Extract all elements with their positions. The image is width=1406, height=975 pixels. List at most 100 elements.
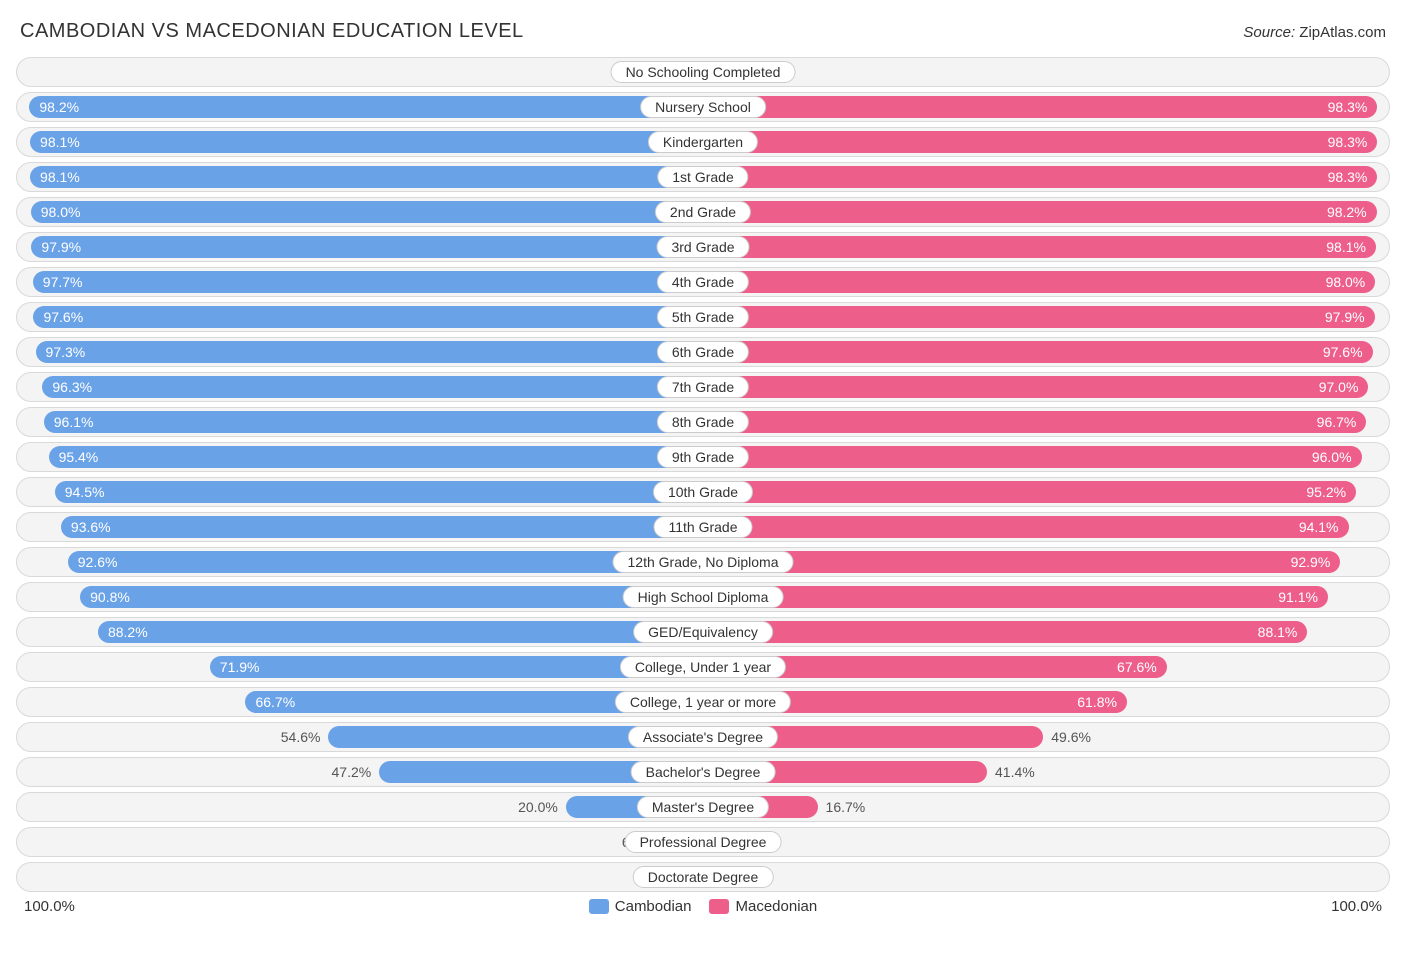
bar-left: 90.8% xyxy=(80,586,703,608)
chart-source: Source: ZipAtlas.com xyxy=(1243,24,1386,41)
category-label: 7th Grade xyxy=(657,376,749,398)
category-label: Bachelor's Degree xyxy=(631,761,776,783)
bar-value-left: 66.7% xyxy=(255,694,295,710)
chart-row: 6.0%4.8%Professional Degree xyxy=(16,827,1390,857)
bar-right: 97.9% xyxy=(703,306,1375,328)
bar-value-right: 95.2% xyxy=(1306,484,1346,500)
bar-right: 98.3% xyxy=(703,96,1377,118)
category-label: 12th Grade, No Diploma xyxy=(613,551,794,573)
chart-row: 95.4% 96.0% 9th Grade xyxy=(16,442,1390,472)
bar-value-right: 98.3% xyxy=(1328,134,1368,150)
bar-left: 96.3% xyxy=(42,376,703,398)
bar-value-right: 96.7% xyxy=(1317,414,1357,430)
bar-right: 97.0% xyxy=(703,376,1368,398)
bar-right: 94.1% xyxy=(703,516,1349,538)
bar-right: 88.1% xyxy=(703,621,1307,643)
chart-footer: 100.0% Cambodian Macedonian 100.0% xyxy=(16,898,1390,915)
category-label: Nursery School xyxy=(640,96,766,118)
bar-value-right: 91.1% xyxy=(1278,589,1318,605)
bar-value-right: 97.0% xyxy=(1319,379,1359,395)
bar-value-left: 90.8% xyxy=(90,589,130,605)
category-label: 9th Grade xyxy=(657,446,749,468)
bar-value-right: 92.9% xyxy=(1291,554,1331,570)
legend: Cambodian Macedonian xyxy=(589,898,817,915)
bar-right: 95.2% xyxy=(703,481,1356,503)
bar-value-left: 20.0% xyxy=(518,793,558,821)
bar-value-right: 97.9% xyxy=(1325,309,1365,325)
chart-row: 90.8% 91.1% High School Diploma xyxy=(16,582,1390,612)
category-label: 8th Grade xyxy=(657,411,749,433)
chart-row: 97.9%98.1%3rd Grade xyxy=(16,232,1390,262)
legend-label-right: Macedonian xyxy=(735,898,817,915)
category-label: GED/Equivalency xyxy=(633,621,773,643)
chart-row: 98.0% 98.2% 2nd Grade xyxy=(16,197,1390,227)
chart-row: 93.6%94.1%11th Grade xyxy=(16,512,1390,542)
bar-value-right: 88.1% xyxy=(1258,624,1298,640)
bar-left: 98.0% xyxy=(31,201,703,223)
category-label: No Schooling Completed xyxy=(611,61,796,83)
category-label: 4th Grade xyxy=(657,271,749,293)
bar-right: 98.3% xyxy=(703,131,1377,153)
bar-value-left: 54.6% xyxy=(281,723,321,751)
bar-value-left: 98.1% xyxy=(40,169,80,185)
bar-value-left: 47.2% xyxy=(332,758,372,786)
chart-row: 96.3% 97.0% 7th Grade xyxy=(16,372,1390,402)
chart-header: CAMBODIAN VS MACEDONIAN EDUCATION LEVEL … xyxy=(16,20,1390,43)
category-label: 2nd Grade xyxy=(655,201,751,223)
bar-left: 98.1% xyxy=(30,131,703,153)
bar-left: 92.6% xyxy=(68,551,703,573)
bar-right: 98.2% xyxy=(703,201,1377,223)
bar-left: 97.3% xyxy=(36,341,703,363)
category-label: College, Under 1 year xyxy=(620,656,786,678)
bar-value-right: 96.0% xyxy=(1312,449,1352,465)
bar-value-left: 95.4% xyxy=(59,449,99,465)
category-label: Associate's Degree xyxy=(628,726,778,748)
bar-value-right: 94.1% xyxy=(1299,519,1339,535)
bar-value-left: 97.6% xyxy=(43,309,83,325)
chart-row: 98.2%98.3%Nursery School xyxy=(16,92,1390,122)
bar-right: 96.0% xyxy=(703,446,1362,468)
bar-left: 97.7% xyxy=(33,271,703,293)
category-label: High School Diploma xyxy=(623,586,784,608)
bar-right: 92.9% xyxy=(703,551,1340,573)
bar-right: 98.3% xyxy=(703,166,1377,188)
legend-label-left: Cambodian xyxy=(615,898,692,915)
chart-row: 54.6%49.6%Associate's Degree xyxy=(16,722,1390,752)
category-label: College, 1 year or more xyxy=(615,691,791,713)
bar-value-right: 67.6% xyxy=(1117,659,1157,675)
chart-row: 98.1% 98.3% 1st Grade xyxy=(16,162,1390,192)
chart-row: 96.1% 96.7% 8th Grade xyxy=(16,407,1390,437)
bar-value-left: 98.0% xyxy=(41,204,81,220)
category-label: 1st Grade xyxy=(657,166,748,188)
bar-right: 98.1% xyxy=(703,236,1376,258)
category-label: 10th Grade xyxy=(653,481,753,503)
category-label: Professional Degree xyxy=(625,831,782,853)
chart-row: 47.2%41.4%Bachelor's Degree xyxy=(16,757,1390,787)
legend-item-left: Cambodian xyxy=(589,898,692,915)
bar-right: 97.6% xyxy=(703,341,1373,363)
bar-value-left: 94.5% xyxy=(65,484,105,500)
axis-max-left: 100.0% xyxy=(24,898,75,915)
bar-value-right: 98.2% xyxy=(1327,204,1367,220)
chart-row: 97.7% 98.0% 4th Grade xyxy=(16,267,1390,297)
bar-value-right: 61.8% xyxy=(1077,694,1117,710)
legend-swatch-right xyxy=(709,899,729,914)
bar-value-left: 97.3% xyxy=(46,344,86,360)
chart-row: 20.0%16.7%Master's Degree xyxy=(16,792,1390,822)
category-label: 5th Grade xyxy=(657,306,749,328)
bar-value-left: 97.9% xyxy=(41,239,81,255)
bar-value-left: 71.9% xyxy=(220,659,260,675)
bar-left: 93.6% xyxy=(61,516,703,538)
chart-row: 2.6%1.9%Doctorate Degree xyxy=(16,862,1390,892)
bar-value-right: 98.0% xyxy=(1326,274,1366,290)
legend-item-right: Macedonian xyxy=(709,898,817,915)
bar-value-right: 98.3% xyxy=(1328,169,1368,185)
bar-left: 97.9% xyxy=(31,236,703,258)
bar-left: 98.1% xyxy=(30,166,703,188)
bar-value-left: 88.2% xyxy=(108,624,148,640)
bar-value-right: 97.6% xyxy=(1323,344,1363,360)
bar-right: 96.7% xyxy=(703,411,1366,433)
bar-value-left: 96.1% xyxy=(54,414,94,430)
bar-left: 88.2% xyxy=(98,621,703,643)
chart-row: 1.9%1.7%No Schooling Completed xyxy=(16,57,1390,87)
